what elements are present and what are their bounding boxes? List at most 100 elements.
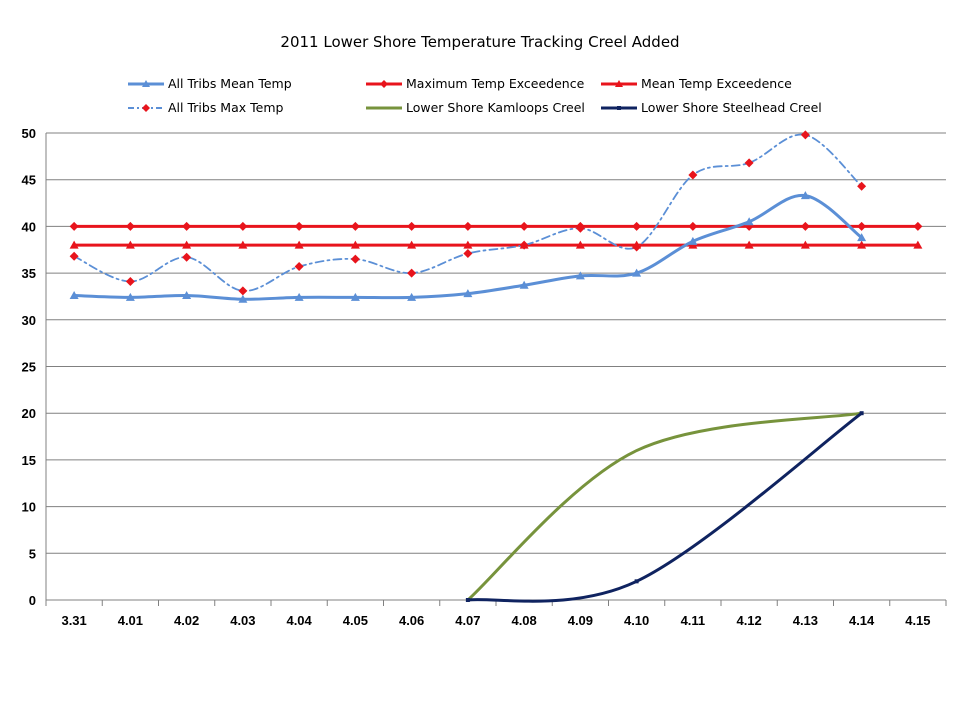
legend-item-mean-temp: All Tribs Mean Temp bbox=[128, 74, 328, 94]
axes: 0 5 10 15 20 25 30 35 40 45 50 3.31 4.01 4.02 4.03 4.04… bbox=[22, 126, 947, 628]
data-point-series-0-4.13 bbox=[800, 191, 810, 200]
x-tick-label: 4.01 bbox=[118, 613, 143, 628]
x-tick-label: 4.02 bbox=[174, 613, 199, 628]
series-line-0 bbox=[72, 194, 864, 301]
data-point-series-0-3.31 bbox=[69, 291, 79, 300]
legend-item-steelhead: Lower Shore Steelhead Creel bbox=[601, 98, 841, 118]
data-point-series-1-4.01 bbox=[125, 277, 135, 287]
data-point-series-4-4.03 bbox=[238, 240, 248, 249]
x-tick-label: 4.15 bbox=[905, 613, 930, 628]
data-point-series-0-4.10 bbox=[632, 268, 642, 277]
data-point-series-1-4.06 bbox=[407, 268, 417, 278]
y-tick-label: 35 bbox=[22, 266, 36, 281]
data-point-series-2-4.04 bbox=[294, 221, 304, 231]
data-point-series-4-4.14 bbox=[857, 240, 867, 249]
data-point-series-2-4.05 bbox=[350, 221, 360, 231]
y-tick-label: 30 bbox=[22, 313, 36, 328]
legend-label-steelhead: Lower Shore Steelhead Creel bbox=[641, 100, 822, 115]
y-tick-label: 40 bbox=[22, 219, 36, 234]
legend-label-mean-exceedence: Mean Temp Exceedence bbox=[641, 76, 792, 91]
legend-label-kamloops: Lower Shore Kamloops Creel bbox=[406, 100, 585, 115]
data-point-series-1-4.09 bbox=[575, 223, 585, 233]
data-point-series-0-4.12 bbox=[744, 217, 754, 226]
data-point-series-1-4.08 bbox=[519, 240, 529, 250]
y-tick-label: 5 bbox=[29, 546, 36, 561]
x-tick-label: 4.07 bbox=[455, 613, 480, 628]
data-point-series-4-4.02 bbox=[182, 240, 192, 249]
data-point-series-4-4.01 bbox=[125, 240, 135, 249]
legend-label-max-exceedence: Maximum Temp Exceedence bbox=[406, 76, 585, 91]
x-tick-label: 4.06 bbox=[399, 613, 424, 628]
data-point-series-4-4.04 bbox=[294, 240, 304, 249]
y-tick-label: 45 bbox=[22, 173, 36, 188]
legend-item-kamloops: Lower Shore Kamloops Creel bbox=[366, 98, 596, 118]
legend-label-mean-temp: All Tribs Mean Temp bbox=[168, 76, 292, 91]
y-tick-label: 15 bbox=[22, 453, 36, 468]
y-tick-label: 10 bbox=[22, 500, 36, 515]
data-point-series-2-4.06 bbox=[407, 221, 417, 231]
legend-item-max-exceedence: Maximum Temp Exceedence bbox=[366, 74, 596, 94]
legend-item-max-temp: All Tribs Max Temp bbox=[128, 98, 328, 118]
x-tick-label: 4.13 bbox=[793, 613, 818, 628]
data-point-series-1-4.12 bbox=[744, 158, 754, 168]
data-point-series-1-4.04 bbox=[294, 262, 304, 272]
series-line-1 bbox=[73, 133, 863, 292]
legend-item-mean-exceedence: Mean Temp Exceedence bbox=[601, 74, 841, 94]
data-point-series-2-4.15 bbox=[913, 221, 923, 231]
legend-marker-steelhead bbox=[601, 106, 637, 110]
y-tick-label: 20 bbox=[22, 406, 36, 421]
data-point-series-4-4.05 bbox=[350, 240, 360, 249]
data-point-series-5-4.10 bbox=[634, 579, 639, 584]
data-point-series-1-4.05 bbox=[350, 254, 360, 264]
x-tick-label: 4.03 bbox=[230, 613, 255, 628]
series-layer bbox=[72, 133, 920, 603]
legend-marker-mean-temp bbox=[128, 80, 164, 87]
data-point-series-0-4.02 bbox=[182, 291, 192, 300]
x-tick-label: 4.11 bbox=[681, 613, 706, 628]
legend-label-max-temp: All Tribs Max Temp bbox=[168, 100, 284, 115]
data-point-series-4-4.06 bbox=[407, 240, 417, 249]
data-point-series-0-4.08 bbox=[519, 280, 529, 289]
data-point-series-0-4.11 bbox=[688, 236, 698, 245]
x-tick-label: 3.31 bbox=[61, 613, 86, 628]
marker-layer bbox=[69, 130, 923, 602]
data-point-series-0-4.06 bbox=[407, 292, 417, 301]
data-point-series-2-4.03 bbox=[238, 221, 248, 231]
legend-marker-max-temp bbox=[128, 104, 164, 112]
data-point-series-2-4.14 bbox=[857, 221, 867, 231]
data-point-series-0-4.14 bbox=[857, 233, 867, 242]
data-point-series-1-4.07 bbox=[463, 248, 473, 258]
x-tick-label: 4.04 bbox=[286, 613, 312, 628]
data-point-series-0-4.03 bbox=[238, 294, 248, 303]
legend-marker-mean-exceedence bbox=[601, 80, 637, 87]
x-tick-label: 4.05 bbox=[343, 613, 368, 628]
data-point-series-1-4.11 bbox=[688, 170, 698, 180]
data-point-series-1-4.13 bbox=[800, 130, 810, 140]
y-tick-label: 0 bbox=[29, 593, 36, 608]
data-point-series-1-4.02 bbox=[182, 252, 192, 262]
y-tick-label: 25 bbox=[22, 360, 36, 375]
data-point-series-4-4.15 bbox=[913, 240, 923, 249]
data-point-series-2-4.02 bbox=[182, 221, 192, 231]
data-point-series-2-4.10 bbox=[632, 221, 642, 231]
data-point-series-0-4.05 bbox=[350, 292, 360, 301]
legend-marker-max-exceedence bbox=[366, 80, 402, 88]
data-point-series-2-4.11 bbox=[688, 221, 698, 231]
data-point-series-5-4.07 bbox=[465, 598, 470, 602]
data-point-series-4-4.12 bbox=[744, 240, 754, 249]
data-point-series-5-4.14 bbox=[859, 411, 864, 416]
data-point-series-4-4.13 bbox=[800, 240, 810, 249]
data-point-series-2-4.13 bbox=[800, 221, 810, 231]
data-point-series-4-3.31 bbox=[69, 240, 79, 249]
legend-marker-kamloops bbox=[366, 106, 402, 110]
data-point-series-2-4.01 bbox=[125, 221, 135, 231]
data-point-series-4-4.07 bbox=[463, 240, 473, 249]
data-point-series-2-3.31 bbox=[69, 221, 79, 231]
series-line-5 bbox=[466, 411, 864, 603]
y-tick-label: 50 bbox=[22, 126, 36, 141]
data-point-series-0-4.07 bbox=[463, 289, 473, 298]
data-point-series-2-4.07 bbox=[463, 221, 473, 231]
data-point-series-4-4.09 bbox=[575, 240, 585, 249]
x-tick-label: 4.08 bbox=[511, 613, 536, 628]
